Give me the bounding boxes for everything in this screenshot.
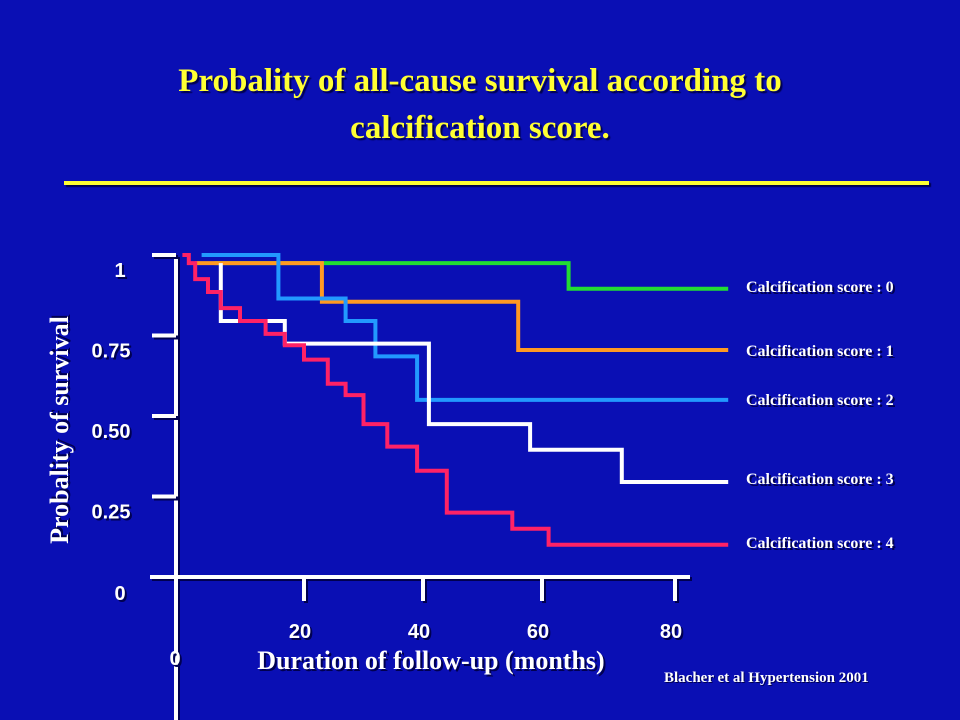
legend: Calcification score : 0 Calcification sco… — [746, 279, 894, 552]
chart-title-line-1: Probality of all-cause survival accordin… — [178, 63, 782, 99]
y-tick-label-1: 0.25 — [92, 502, 131, 524]
series-line-score-4 — [182, 253, 729, 547]
y-tick-label-4: 1 — [114, 260, 125, 282]
series-line-score-1 — [195, 261, 729, 352]
x-tick-label-3: 60 — [527, 621, 549, 643]
chart-title-line-2: calcification score. — [350, 110, 610, 146]
title-underline — [64, 181, 929, 185]
legend-label-score-3: Calcification score : 3 — [746, 471, 894, 488]
series-line-score-0 — [214, 261, 729, 291]
series-lines — [182, 253, 729, 547]
x-tick-label-2: 40 — [408, 621, 430, 643]
y-axis-title: Probality of survival — [45, 316, 74, 544]
y-tick-label-2: 0.50 — [92, 421, 131, 443]
x-tick-label-1: 20 — [289, 621, 311, 643]
chart-axes — [150, 255, 690, 720]
source-citation: Blacher et al Hypertension 2001 — [664, 670, 869, 686]
legend-label-score-2: Calcification score : 2 — [746, 392, 894, 409]
y-tick-label-0: 0 — [114, 583, 125, 605]
x-axis-title: Duration of follow-up (months) — [257, 646, 604, 675]
chart-title: Probality of all-cause survival accordin… — [60, 58, 900, 152]
legend-label-score-1: Calcification score : 1 — [746, 343, 894, 360]
axis-ticks — [152, 253, 677, 601]
y-tick-label-3: 0.75 — [92, 341, 131, 363]
axis-tick-labels: 0 0.25 0.50 0.75 1 0 20 40 60 80 — [92, 260, 683, 670]
x-tick-label-0: 0 — [169, 648, 180, 670]
x-tick-label-4: 80 — [660, 621, 682, 643]
legend-label-score-4: Calcification score : 4 — [746, 535, 894, 552]
series-line-score-3 — [218, 263, 729, 484]
legend-label-score-0: Calcification score : 0 — [746, 279, 894, 296]
series-line-score-2 — [201, 253, 729, 402]
